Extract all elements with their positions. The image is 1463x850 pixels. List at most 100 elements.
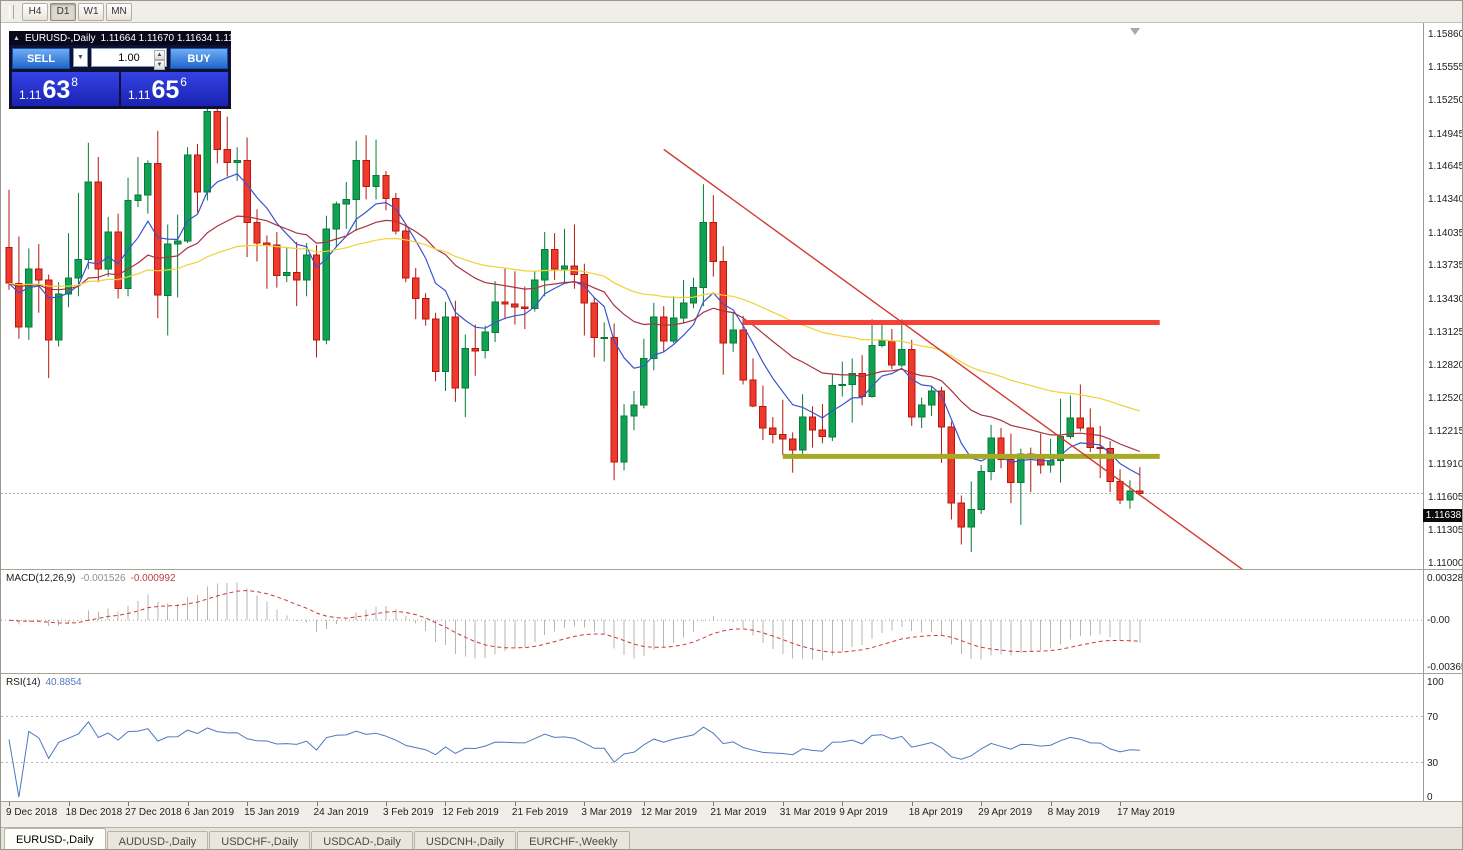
- price-axis-label: 1.11910: [1428, 458, 1463, 470]
- rsi-axis[interactable]: 100 70 30 0: [1423, 674, 1462, 803]
- macd-signal-value: -0.000992: [130, 573, 176, 584]
- tab-audusd-daily[interactable]: AUDUSD-,Daily: [106, 831, 209, 849]
- date-tick-mark: [1120, 802, 1122, 806]
- volume-input[interactable]: 1.00 ▲ ▼: [91, 48, 167, 70]
- date-tick-mark: [842, 802, 844, 806]
- price-axis-label: 1.13430: [1428, 293, 1463, 305]
- chart-window: ▲ EURUSD-,Daily 1.11664 1.11670 1.11634 …: [1, 23, 1463, 569]
- rsi-axis-label: 0: [1427, 792, 1433, 803]
- price-axis[interactable]: 1.15860 1.15555 1.15250 1.14945 1.14645 1.143…: [1423, 23, 1463, 569]
- rsi-panel: RSI(14) 40.8854 100 70 30 0: [1, 673, 1462, 803]
- one-click-collapse-icon[interactable]: ▲: [13, 34, 20, 42]
- ask-price-button[interactable]: 1.11 65 6: [121, 72, 228, 106]
- date-label: 18 Apr 2019: [908, 807, 963, 818]
- price-axis-label: 1.12215: [1428, 425, 1463, 437]
- ma-55-line[interactable]: [8, 237, 1141, 412]
- rsi-axis-label: 70: [1427, 711, 1439, 723]
- price-axis-label: 1.14340: [1428, 194, 1463, 206]
- date-label: 3 Feb 2019: [382, 807, 434, 818]
- date-label: 24 Jan 2019: [313, 807, 369, 818]
- ask-prefix: 1.11: [128, 88, 151, 102]
- chart-title-bar: ▲ EURUSD-,Daily 1.11664 1.11670 1.11634 …: [9, 31, 250, 45]
- date-axis[interactable]: 9 Dec 2018 18 Dec 2018 27 Dec 2018 6 Jan 20…: [1, 801, 1462, 827]
- price-axis-label: 1.15860: [1428, 29, 1463, 40]
- chart-symbol-period: EURUSD-,Daily: [24, 32, 96, 44]
- date-tick-mark: [187, 802, 189, 806]
- date-label: 17 May 2019: [1117, 807, 1175, 818]
- macd-main-value: -0.001526: [80, 573, 126, 584]
- toolbar-grip[interactable]: [9, 4, 14, 19]
- ask-big-digits: 65: [151, 76, 180, 104]
- rsi-label: RSI(14) 40.8854: [6, 677, 82, 688]
- rsi-axis-label: 100: [1427, 677, 1444, 688]
- date-label: 15 Jan 2019: [244, 807, 300, 818]
- macd-signal-line: [8, 590, 1140, 653]
- sell-button[interactable]: SELL: [12, 48, 70, 69]
- period-button-d1[interactable]: D1: [50, 2, 76, 21]
- rsi-chart[interactable]: [1, 674, 1423, 801]
- date-tick-mark: [514, 802, 516, 806]
- tab-eurchf-weekly[interactable]: EURCHF-,Weekly: [517, 831, 630, 849]
- price-axis-label: 1.14035: [1428, 227, 1463, 239]
- date-tick-mark: [385, 802, 387, 806]
- volume-up-icon[interactable]: ▲: [154, 50, 165, 60]
- date-label: 12 Feb 2019: [442, 807, 499, 818]
- period-button-mn[interactable]: MN: [106, 2, 132, 21]
- date-tick-mark: [1050, 802, 1052, 806]
- date-label: 12 Mar 2019: [640, 807, 698, 818]
- date-label: 18 Dec 2018: [65, 807, 123, 818]
- candlestick-chart[interactable]: [1, 23, 1423, 569]
- date-label: 3 Mar 2019: [581, 807, 632, 818]
- rsi-axis-label: 30: [1427, 757, 1439, 769]
- price-axis-label: 1.13125: [1428, 326, 1463, 338]
- date-tick-mark: [782, 802, 784, 806]
- macd-axis-label: 0.003287: [1427, 573, 1463, 584]
- macd-axis-label: -0.00: [1427, 615, 1450, 627]
- descending-trendline[interactable]: [663, 148, 1244, 569]
- date-tick-mark: [713, 802, 715, 806]
- current-price-tag: 1.11638: [1423, 509, 1462, 523]
- volume-spinner: ▲ ▼: [154, 50, 165, 70]
- bid-price-button[interactable]: 1.11 63 8: [12, 72, 119, 106]
- date-label: 21 Mar 2019: [710, 807, 767, 818]
- price-axis-label: 1.15555: [1428, 62, 1463, 74]
- volume-dropdown[interactable]: ▼: [73, 48, 88, 67]
- date-tick-mark: [68, 802, 70, 806]
- ask-pipette: 6: [180, 75, 187, 89]
- macd-name: MACD(12,26,9): [6, 573, 76, 584]
- bid-big-digits: 63: [42, 76, 71, 104]
- volume-value: 1.00: [118, 51, 140, 64]
- macd-label: MACD(12,26,9) -0.001526 -0.000992: [6, 573, 176, 584]
- date-label: 21 Feb 2019: [511, 807, 569, 818]
- chart-ohlc-values: 1.11664 1.11670 1.11634 1.11638: [100, 32, 251, 44]
- price-axis-label: 1.14945: [1428, 128, 1463, 140]
- macd-axis[interactable]: 0.003287 -0.00 -0.003652: [1423, 570, 1463, 673]
- macd-chart[interactable]: [1, 570, 1423, 673]
- ma-24-line[interactable]: [8, 215, 1141, 453]
- period-button-h4[interactable]: H4: [22, 2, 48, 21]
- macd-panel: MACD(12,26,9) -0.001526 -0.000992 0.003287…: [1, 569, 1463, 673]
- tab-eurusd-daily[interactable]: EURUSD-,Daily: [4, 828, 106, 849]
- date-tick-mark: [445, 802, 447, 806]
- period-button-w1[interactable]: W1: [78, 2, 104, 21]
- date-tick-mark: [981, 802, 983, 806]
- date-tick-mark: [128, 802, 130, 806]
- price-axis-label: 1.11605: [1428, 492, 1463, 504]
- price-axis-label: 1.14645: [1428, 161, 1463, 173]
- tab-usdchf-daily[interactable]: USDCHF-,Daily: [209, 831, 311, 849]
- date-label: 8 May 2019: [1047, 807, 1100, 818]
- date-tick-mark: [643, 802, 645, 806]
- volume-down-icon[interactable]: ▼: [154, 60, 165, 70]
- one-click-trading-panel: ▲ EURUSD-,Daily 1.11664 1.11670 1.11634 …: [9, 31, 250, 109]
- chart-shift-marker-icon: [1130, 28, 1140, 35]
- tab-usdcnh-daily[interactable]: USDCNH-,Daily: [413, 831, 517, 849]
- date-tick-mark: [911, 802, 913, 806]
- tab-usdcad-daily[interactable]: USDCAD-,Daily: [311, 831, 413, 849]
- price-axis-label: 1.12520: [1428, 392, 1463, 404]
- date-label: 29 Apr 2019: [978, 807, 1033, 818]
- macd-axis-label: -0.003652: [1427, 662, 1462, 673]
- date-label: 27 Dec 2018: [125, 807, 182, 818]
- date-tick-mark: [9, 802, 10, 806]
- date-tick-mark: [247, 802, 249, 806]
- buy-button[interactable]: BUY: [170, 48, 228, 69]
